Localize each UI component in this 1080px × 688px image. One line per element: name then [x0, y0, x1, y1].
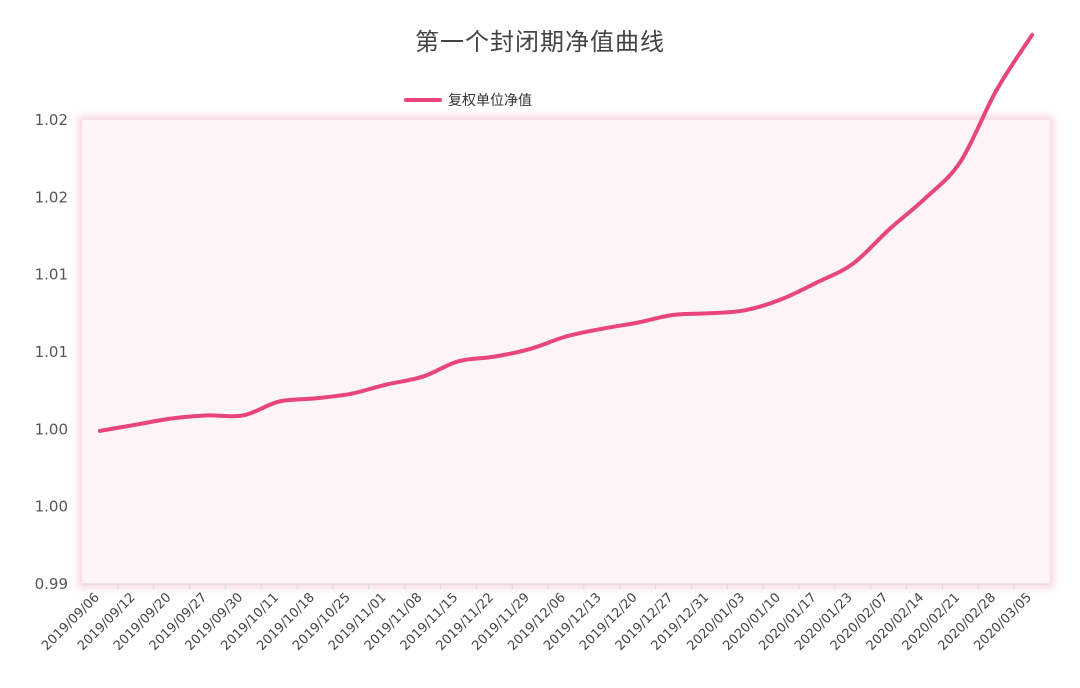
data-point	[851, 262, 855, 266]
data-point	[528, 347, 532, 351]
data-point	[887, 228, 891, 232]
data-point	[636, 321, 640, 325]
data-point	[492, 355, 496, 359]
data-point	[421, 375, 425, 379]
data-point	[707, 311, 711, 315]
data-point	[564, 335, 568, 339]
data-point	[277, 399, 281, 403]
legend: 复权单位净值	[404, 90, 532, 110]
data-point	[98, 429, 102, 433]
data-point	[205, 413, 209, 417]
data-point	[672, 313, 676, 317]
y-tick-label: 1.01	[35, 266, 68, 284]
series-line	[97, 32, 1035, 433]
legend-label: 复权单位净值	[448, 93, 532, 109]
y-tick-label: 1.02	[35, 188, 68, 206]
data-point	[600, 327, 604, 331]
data-point	[994, 89, 998, 93]
chart-title: 第一个封闭期净值曲线	[415, 28, 665, 56]
y-tick-label: 1.02	[35, 111, 68, 129]
data-point	[923, 197, 927, 201]
data-point	[958, 160, 962, 164]
data-point	[779, 297, 783, 301]
y-tick-label: 1.00	[35, 420, 68, 438]
data-point	[241, 413, 245, 417]
y-tick-label: 1.01	[35, 343, 68, 361]
data-point	[134, 423, 138, 427]
data-point	[385, 382, 389, 386]
y-tick-label: 1.00	[35, 498, 68, 516]
data-point	[1030, 33, 1034, 37]
data-point	[349, 392, 353, 396]
y-tick-label: 0.99	[35, 575, 68, 593]
data-point	[313, 396, 317, 400]
data-point	[743, 308, 747, 312]
plot-area	[82, 120, 1050, 584]
data-point	[170, 417, 174, 421]
data-point	[815, 280, 819, 284]
data-point	[456, 359, 460, 363]
legend-swatch	[404, 98, 442, 102]
